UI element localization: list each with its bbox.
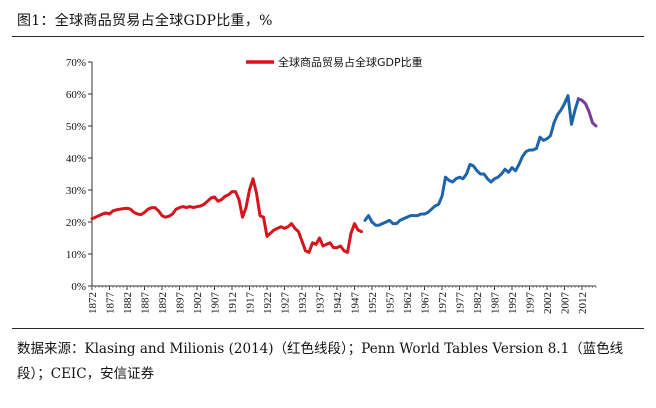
title-divider — [12, 36, 644, 37]
x-tick-label: 1977 — [455, 292, 467, 315]
x-tick-label: 1992 — [507, 292, 519, 314]
x-tick-label: 1997 — [525, 292, 537, 315]
x-tick-label: 1952 — [367, 292, 379, 314]
x-tick-label: 1957 — [385, 292, 397, 315]
x-tick-label: 1897 — [175, 292, 187, 315]
x-tick-label: 1972 — [437, 292, 449, 314]
source-note: 数据来源：Klasing and Milionis (2014)（红色线段）；P… — [17, 341, 624, 382]
x-tick-label: 1947 — [350, 292, 362, 315]
x-tick-label: 2002 — [542, 292, 554, 314]
x-tick-label: 1912 — [227, 292, 239, 314]
x-tick-label: 1987 — [490, 292, 502, 315]
x-tick-label: 1907 — [210, 292, 222, 315]
x-tick-label: 1922 — [262, 292, 274, 314]
y-tick-label: 20% — [66, 217, 86, 229]
series-line-3 — [577, 97, 598, 128]
series-line-2 — [363, 94, 580, 227]
x-tick-label: 1967 — [420, 292, 432, 315]
x-tick-label: 1882 — [122, 292, 134, 314]
x-tick-label: 1932 — [297, 292, 309, 314]
x-tick-label: 2012 — [577, 292, 589, 314]
x-tick-label: 1937 — [315, 292, 327, 315]
chart-axes — [88, 61, 597, 290]
y-axis-tick-labels: 0% 10% 20% 30% 40% 50% 60% 70% — [66, 57, 86, 293]
figure-title: 图1：全球商品贸易占全球GDP比重，% — [17, 13, 273, 29]
series-lines — [90, 94, 598, 254]
y-tick-label: 60% — [66, 89, 86, 101]
x-tick-label: 1927 — [280, 292, 292, 315]
y-tick-label: 50% — [66, 121, 86, 133]
x-axis-tick-labels: 1872 1877 1882 1887 1892 1897 1902 1907 1912 1917… — [87, 292, 589, 315]
y-tick-label: 70% — [66, 57, 86, 69]
x-tick-label: 1877 — [105, 292, 117, 315]
x-tick-label: 1962 — [402, 292, 414, 314]
x-tick-label: 1887 — [140, 292, 152, 315]
x-tick-label: 1942 — [332, 292, 344, 314]
x-tick-label: 1917 — [245, 292, 257, 315]
source-divider — [12, 328, 644, 329]
x-tick-label: 1892 — [157, 292, 169, 314]
chart-legend: 全球商品贸易占全球GDP比重 — [246, 55, 423, 69]
series-line-1 — [90, 177, 363, 254]
y-tick-label: 30% — [66, 185, 86, 197]
legend-label: 全球商品贸易占全球GDP比重 — [278, 55, 423, 69]
x-tick-label: 1902 — [192, 292, 204, 314]
y-tick-label: 40% — [66, 153, 86, 165]
x-tick-label: 1982 — [472, 292, 484, 314]
y-tick-label: 0% — [71, 281, 86, 293]
y-tick-label: 10% — [66, 249, 86, 261]
line-chart: 0% 10% 20% 30% 40% 50% 60% 70% 1872 1877 1882 1887… — [66, 55, 598, 315]
x-tick-label: 1872 — [87, 292, 99, 314]
x-tick-label: 2007 — [560, 292, 572, 315]
